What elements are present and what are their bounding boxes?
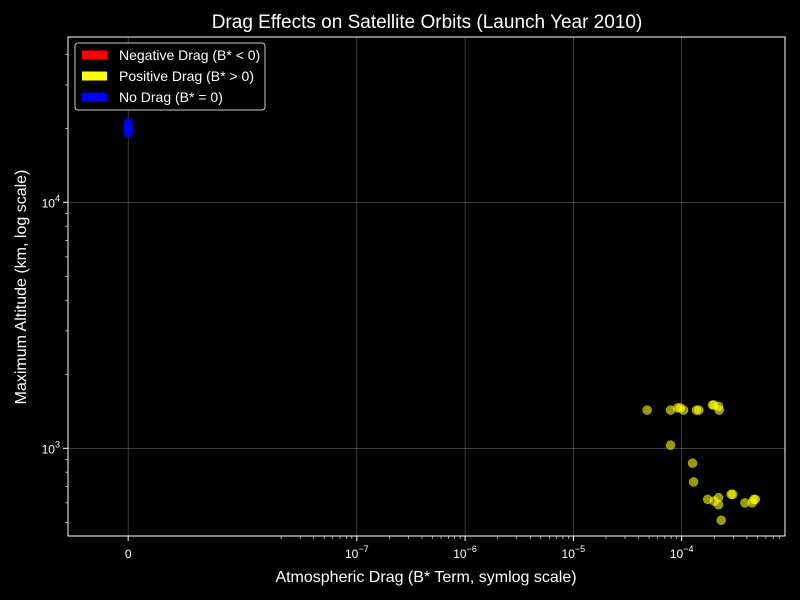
x-tick-exponent: −7 bbox=[358, 544, 368, 554]
x-tick-exponent: −6 bbox=[467, 544, 477, 554]
data-point bbox=[642, 405, 652, 415]
data-point bbox=[688, 477, 699, 487]
plot-frame bbox=[67, 36, 786, 537]
y-axis-label: Maximum Altitude (km, log scale) bbox=[13, 170, 30, 405]
y-tick-exponent: 3 bbox=[55, 439, 60, 449]
x-axis-label: Atmospheric Drag (B* Term, symlog scale) bbox=[275, 569, 576, 586]
data-point bbox=[123, 122, 133, 132]
x-tick-exponent: −5 bbox=[575, 544, 585, 554]
legend-box bbox=[74, 42, 266, 111]
x-tick-label: 0 bbox=[125, 547, 132, 561]
data-point bbox=[750, 494, 761, 505]
data-point bbox=[727, 489, 738, 500]
data-point bbox=[665, 440, 676, 450]
x-tick-exponent: −4 bbox=[683, 544, 693, 554]
legend-swatch bbox=[82, 71, 107, 81]
chart-title: Drag Effects on Satellite Orbits (Launch… bbox=[212, 12, 643, 33]
y-tick-exponent: 4 bbox=[55, 193, 60, 203]
data-point bbox=[687, 458, 698, 468]
legend-label: Negative Drag (B* < 0) bbox=[119, 47, 260, 63]
data-points bbox=[123, 117, 761, 525]
legend-label: Positive Drag (B* > 0) bbox=[119, 68, 254, 84]
data-point bbox=[714, 405, 724, 415]
data-point bbox=[713, 499, 724, 510]
data-point bbox=[716, 515, 726, 525]
data-point bbox=[694, 405, 704, 415]
legend-swatch bbox=[82, 50, 107, 60]
legend-swatch bbox=[82, 92, 107, 102]
data-point bbox=[678, 405, 689, 415]
legend-label: No Drag (B* = 0) bbox=[119, 89, 223, 105]
legend: Negative Drag (B* < 0) Positive Drag (B* … bbox=[74, 42, 266, 111]
